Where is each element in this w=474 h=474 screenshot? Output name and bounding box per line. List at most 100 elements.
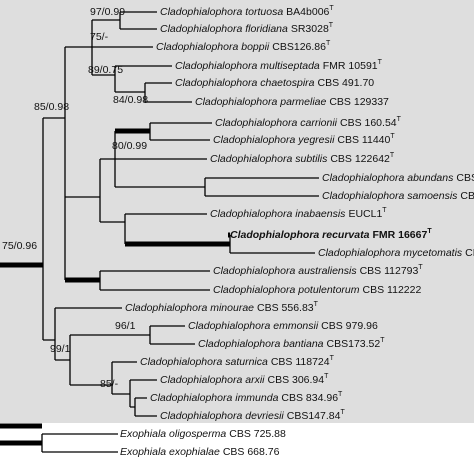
leaf-label: Cladophialophora boppii CBS126.86T xyxy=(156,40,331,53)
species-name: Cladophialophora yegresii xyxy=(213,134,335,146)
leaf-label: Cladophialophora saturnica CBS 118724T xyxy=(140,355,335,368)
ingroup-background xyxy=(0,0,474,423)
species-name: Cladophialophora devriesii xyxy=(160,410,284,422)
leaf-label: Cladophialophora inabaensis EUCL1T xyxy=(210,207,387,220)
strain: CBS 491.70 xyxy=(318,77,375,89)
strain: CBS 668.76 xyxy=(223,446,280,458)
species-name: Cladophialophora tortuosa xyxy=(160,6,283,18)
type-mark: T xyxy=(329,22,334,29)
leaf-label: Cladophialophora devriesii CBS147.84T xyxy=(160,409,345,422)
support-value: 75/- xyxy=(90,31,109,43)
strain: CBS 160.54 xyxy=(340,117,397,129)
type-mark: T xyxy=(418,264,423,271)
species-name: Cladophialophora australiensis xyxy=(213,265,357,277)
type-mark: T xyxy=(390,133,395,140)
species-name: Cladophialophora inabaensis xyxy=(210,208,346,220)
strain: SR3028 xyxy=(291,23,329,35)
support-value: 75/0.96 xyxy=(2,240,37,252)
type-mark: T xyxy=(378,59,383,66)
type-mark: T xyxy=(382,207,387,214)
leaf-label: Exophiala exophialae CBS 668.76 xyxy=(120,446,280,458)
leaf-label: Cladophialophora mycetomatisCBS xyxy=(318,247,474,259)
strain: CBS126.86 xyxy=(272,41,326,53)
leaf-label: Cladophialophora immunda CBS 834.96T xyxy=(150,391,343,404)
type-mark: T xyxy=(390,152,395,159)
support-value: 85/- xyxy=(100,378,119,390)
strain: EUCL1 xyxy=(348,208,382,220)
species-name: Cladophialophora potulentorum xyxy=(213,284,360,296)
leaf-label: Cladophialophora australiensis CBS 112793… xyxy=(213,264,423,277)
strain: CBS 979.96 xyxy=(321,320,378,332)
support-value: 97/0.99 xyxy=(90,6,125,18)
branches xyxy=(41,11,319,453)
leaf-label: Cladophialophora multiseptada FMR 10591T xyxy=(175,59,383,72)
species-name: Cladophialophora immunda xyxy=(150,392,279,404)
type-mark: T xyxy=(340,409,345,416)
species-name: Cladophialophora multiseptada xyxy=(175,60,320,72)
leaf-label: Cladophialophora tortuosa BA4b006T xyxy=(160,5,334,18)
strain: CBS173.52 xyxy=(327,338,381,350)
strain: CBS 112793 xyxy=(360,265,419,277)
strain: CBS xyxy=(465,247,474,259)
strain: CBS 129337 xyxy=(329,96,389,108)
type-mark: T xyxy=(314,301,319,308)
type-mark: T xyxy=(330,355,335,362)
support-value: 99/1 xyxy=(50,343,71,355)
type-mark: T xyxy=(380,337,385,344)
species-name: Cladophialophora parmeliae xyxy=(195,96,326,108)
strain: CBS 306.94 xyxy=(267,374,324,386)
leaf-label: Cladophialophora emmonsii CBS 979.96 xyxy=(188,320,378,332)
species-name: Exophiala oligosperma xyxy=(120,428,226,440)
type-mark: T xyxy=(326,40,331,47)
support-value: 96/1 xyxy=(115,320,136,332)
species-name: Cladophialophora recurvata xyxy=(230,229,370,241)
leaf-label: Cladophialophora recurvata FMR 16667T xyxy=(230,228,432,241)
species-name: Cladophialophora boppii xyxy=(156,41,270,53)
species-name: Cladophialophora arxii xyxy=(160,374,265,386)
strain: CBS 725.88 xyxy=(229,428,286,440)
strain: CBS 11440 xyxy=(337,134,390,146)
leaf-label: Cladophialophora chaetospira CBS 491.70 xyxy=(175,77,374,89)
strain: CBS 834.96 xyxy=(281,392,338,404)
species-name: Cladophialophora chaetospira xyxy=(175,77,315,89)
species-name: Cladophialophora bantiana xyxy=(198,338,324,350)
strain: BA4b006 xyxy=(286,6,329,18)
leaf-label: Cladophialophora arxii CBS 306.94T xyxy=(160,373,329,386)
type-mark: T xyxy=(329,5,334,12)
support-value: 89/0.75 xyxy=(88,64,123,76)
species-name: Cladophialophora carrionii xyxy=(215,117,338,129)
leaf-label: Cladophialophora floridiana SR3028T xyxy=(160,22,334,35)
strain: CBS147.84 xyxy=(287,410,341,422)
type-mark: T xyxy=(338,391,343,398)
strain: CBS 112222 xyxy=(363,284,422,296)
species-name: Cladophialophora abundans xyxy=(322,172,454,184)
species-name: Cladophialophora emmonsii xyxy=(188,320,319,332)
species-name: Cladophialophora subtilis xyxy=(210,153,328,165)
support-value: 84/0.98 xyxy=(113,94,148,106)
support-value: 80/0.99 xyxy=(112,140,147,152)
strain: CBS 1 xyxy=(456,172,474,184)
strain: CBS 259.83 xyxy=(460,190,474,202)
strain: FMR 16667 xyxy=(372,229,427,241)
strain: CBS 122642 xyxy=(330,153,390,165)
species-name: Cladophialophora saturnica xyxy=(140,356,268,368)
leaf-label: Cladophialophora samoensisCBS 259.83T xyxy=(322,189,474,202)
thick-branches xyxy=(0,128,230,446)
leaf-label: Cladophialophora subtilis CBS 122642T xyxy=(210,152,395,165)
species-name: Cladophialophora mycetomatis xyxy=(318,247,463,259)
support-value: 85/0.98 xyxy=(34,101,69,113)
species-name: Exophiala exophialae xyxy=(120,446,220,458)
type-mark: T xyxy=(324,373,329,380)
strain: CBS 556.83 xyxy=(257,302,314,314)
strain: FMR 10591 xyxy=(323,60,378,72)
leaf-label: Exophiala oligosperma CBS 725.88 xyxy=(120,428,286,440)
type-mark: T xyxy=(427,228,432,235)
leaf-label: Cladophialophora minourae CBS 556.83T xyxy=(125,301,319,314)
species-name: Cladophialophora floridiana xyxy=(160,23,288,35)
leaf-label: Cladophialophora abundansCBS 1 xyxy=(322,172,474,184)
leaf-label: Cladophialophora parmeliae CBS 129337 xyxy=(195,96,389,108)
type-mark: T xyxy=(397,116,402,123)
species-name: Cladophialophora samoensis xyxy=(322,190,458,202)
